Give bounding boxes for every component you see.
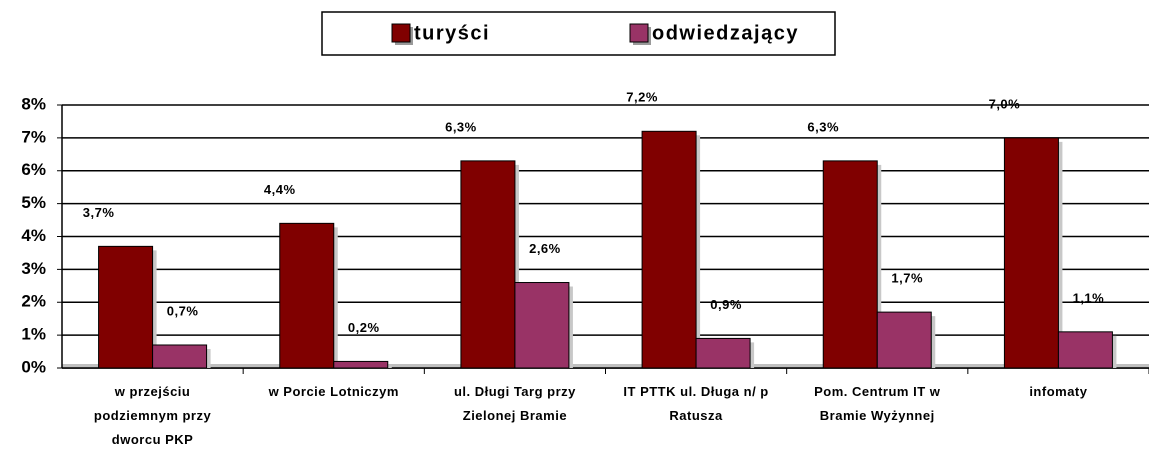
- legend-swatch: [391, 23, 411, 43]
- bar: [695, 337, 751, 369]
- y-tick-label: 6%: [21, 160, 46, 179]
- data-label: 2,6%: [529, 241, 561, 256]
- data-label: 7,0%: [989, 96, 1021, 111]
- bar: [279, 222, 335, 369]
- bar: [822, 160, 878, 369]
- floor: [62, 364, 1149, 368]
- x-tick-label: ul. Długi Targ przy Zielonej Bramie: [453, 384, 576, 423]
- data-label: 6,3%: [807, 119, 839, 134]
- bar: [1057, 331, 1113, 369]
- y-tick-label: 5%: [21, 193, 46, 212]
- y-tick-label: 0%: [21, 357, 46, 376]
- y-tick-label: 1%: [21, 325, 46, 344]
- bar: [333, 360, 389, 369]
- bar: [876, 311, 932, 369]
- x-tick-label: w Porcie Lotniczym: [268, 384, 399, 399]
- x-tick-label: infomaty: [1029, 384, 1088, 399]
- data-label: 1,1%: [1073, 290, 1105, 305]
- x-tick-label: IT PTTK ul. Długa n/ p Ratusza: [623, 384, 769, 423]
- data-label: 0,2%: [348, 320, 380, 335]
- x-tick-label: w przejściu podziemnym przy dworcu PKP: [93, 384, 212, 447]
- data-label: 1,7%: [891, 271, 923, 286]
- bar: [1003, 137, 1059, 369]
- data-label: 0,9%: [710, 297, 742, 312]
- y-tick-label: 3%: [21, 259, 46, 278]
- data-label: 7,2%: [626, 90, 658, 105]
- data-label: 4,4%: [264, 182, 296, 197]
- x-tick-label: Pom. Centrum IT w Bramie Wyżynnej: [814, 384, 941, 423]
- bar: [98, 245, 154, 369]
- data-label: 0,7%: [167, 303, 199, 318]
- data-label: 6,3%: [445, 119, 477, 134]
- bar: [460, 160, 516, 369]
- legend-swatch: [629, 23, 649, 43]
- bar: [641, 130, 697, 369]
- y-tick-label: 7%: [21, 127, 46, 146]
- bar: [514, 282, 570, 369]
- legend-label: turyści: [414, 22, 490, 44]
- y-tick-label: 2%: [21, 292, 46, 311]
- y-tick-label: 4%: [21, 226, 46, 245]
- data-label: 3,7%: [83, 205, 115, 220]
- bar: [152, 344, 208, 369]
- y-tick-label: 8%: [21, 94, 46, 113]
- legend-label: odwiedzający: [652, 22, 799, 44]
